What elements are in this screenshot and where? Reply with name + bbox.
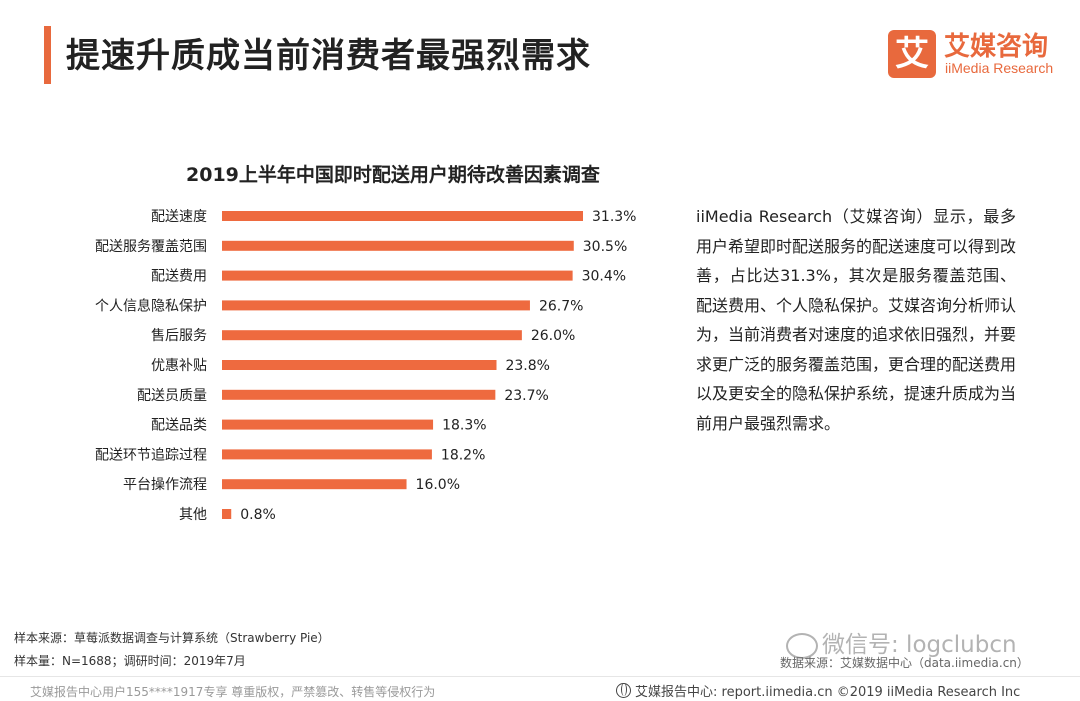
- footer-copyright-notice: 艾媒报告中心用户155****1917专享 尊重版权，严禁篡改、转售等侵权行为: [30, 685, 436, 699]
- title-accent-bar: [44, 26, 51, 84]
- footer-site-info: 艾媒报告中心: report.iimedia.cn ©2019 iiMedia …: [616, 681, 1020, 700]
- bar: [222, 479, 407, 490]
- category-label: 配送服务覆盖范围: [95, 238, 207, 255]
- bar: [222, 300, 530, 311]
- value-label: 30.4%: [582, 269, 626, 285]
- watermark-text: 微信号: logclubcn: [822, 632, 1017, 658]
- value-label: 16.0%: [416, 477, 460, 493]
- value-label: 23.7%: [504, 388, 548, 404]
- category-label: 平台操作流程: [123, 477, 207, 493]
- category-label: 优惠补贴: [151, 358, 207, 374]
- value-label: 26.7%: [539, 298, 583, 314]
- bar: [222, 270, 573, 281]
- sample-size: 样本量：N=1688；调研时间：2019年7月: [14, 654, 246, 668]
- bar: [222, 360, 497, 370]
- footer-site-text: 艾媒报告中心: report.iimedia.cn ©2019 iiMedia …: [635, 685, 1021, 700]
- analysis-description: iiMedia Research（艾媒咨询）显示，最多用户希望即时配送服务的配送…: [696, 207, 1017, 433]
- globe-icon: [616, 683, 631, 698]
- category-label: 售后服务: [151, 328, 207, 344]
- bar: [222, 509, 232, 519]
- value-label: 23.8%: [505, 358, 549, 374]
- value-label: 18.3%: [442, 418, 486, 434]
- bar: [222, 330, 522, 341]
- bar: [222, 211, 583, 221]
- iimedia-logo: 艾 艾媒咨询 iiMedia Research: [888, 30, 1068, 82]
- category-label: 配送品类: [151, 418, 207, 434]
- value-label: 26.0%: [531, 328, 575, 344]
- category-label: 其他: [179, 507, 207, 523]
- wechat-watermark: 微信号: logclubcn: [786, 625, 1017, 659]
- logo-mark-icon: 艾: [888, 30, 936, 78]
- chart-title: 2019上半年中国即时配送用户期待改善因素调查: [186, 164, 600, 186]
- bar: [222, 389, 496, 400]
- category-label: 配送费用: [151, 269, 207, 285]
- bar: [222, 449, 432, 460]
- page-title: 提速升质成当前消费者最强烈需求: [66, 36, 591, 76]
- wechat-icon: [786, 632, 818, 659]
- category-label: 个人信息隐私保护: [95, 297, 207, 314]
- category-label: 配送速度: [151, 209, 207, 225]
- value-label: 18.2%: [441, 447, 485, 463]
- value-label: 30.5%: [583, 239, 627, 255]
- value-label: 31.3%: [592, 209, 636, 225]
- logo-text-cn: 艾媒咨询: [944, 32, 1049, 62]
- category-label: 配送环节追踪过程: [95, 447, 207, 463]
- bar: [222, 240, 574, 251]
- logo-text-en: iiMedia Research: [945, 60, 1054, 76]
- value-label: 0.8%: [240, 507, 276, 523]
- bar: [222, 419, 434, 430]
- category-label: 配送员质量: [137, 388, 207, 404]
- footer-divider: [0, 676, 1080, 677]
- sample-source: 样本来源：草莓派数据调查与计算系统（Strawberry Pie）: [14, 631, 330, 645]
- bar-chart: 配送速度 31.3% 配送服务覆盖范围 30.5% 配送费用 30.4% 个人信息隐私保护 2…: [95, 209, 636, 523]
- data-source: 数据来源：艾媒数据中心（data.iimedia.cn）: [780, 656, 1029, 670]
